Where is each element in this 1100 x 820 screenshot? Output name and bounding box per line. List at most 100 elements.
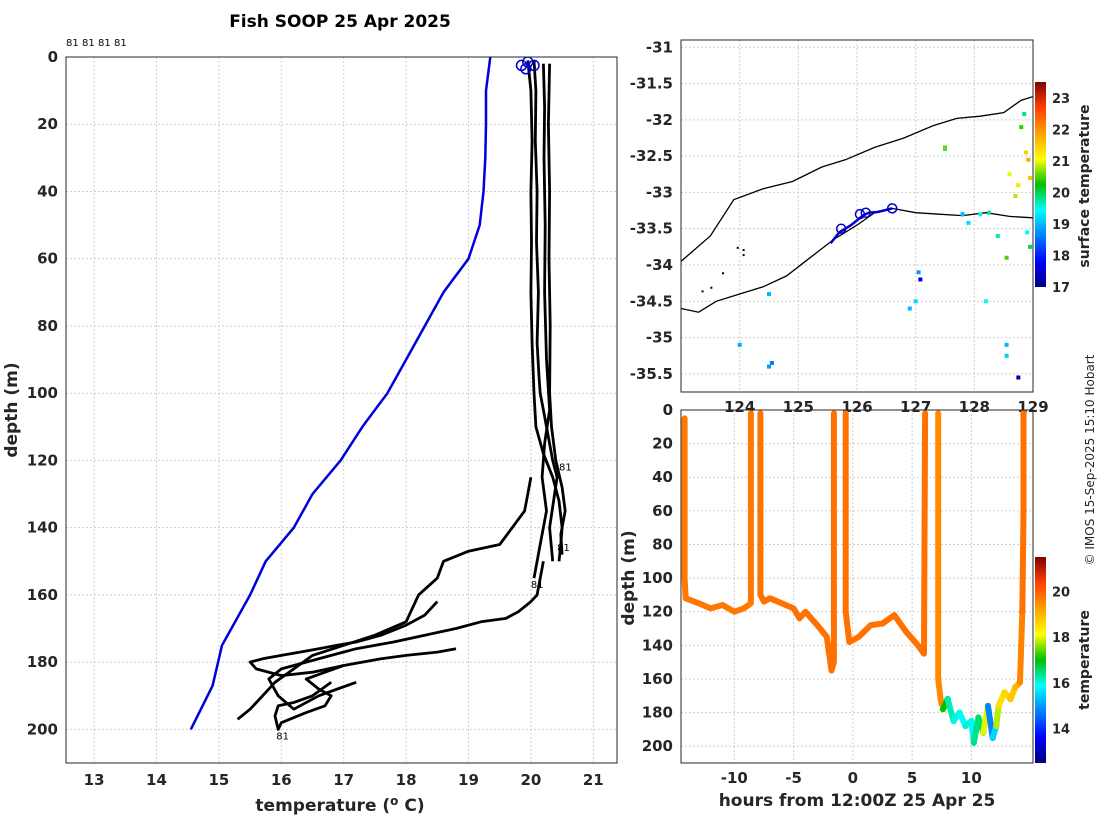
sst-point — [943, 145, 947, 150]
y-tick-label: -32 — [646, 111, 673, 129]
x-tick-label: 20 — [520, 771, 541, 789]
map-colorbar-label: surface temperature — [1077, 104, 1093, 267]
sst-point — [1004, 353, 1009, 358]
x-tick-label: -10 — [721, 769, 748, 787]
y-tick-label: 200 — [27, 720, 58, 738]
y-tick-label: 80 — [652, 535, 673, 553]
series-profile-deep-3 — [248, 600, 457, 677]
coast-fragment — [701, 290, 704, 293]
y-tick-label: 140 — [642, 636, 673, 654]
credit-text: © IMOS 15-Sep-2025 15:10 Hobart — [1083, 354, 1097, 565]
profile-top-label: 81 — [82, 38, 95, 49]
x-tick-label: 0 — [848, 769, 858, 787]
sst-point — [1013, 194, 1018, 199]
timeseries-xlabel: hours from 12:00Z 25 Apr 25 — [719, 791, 996, 811]
x-tick-label: 21 — [583, 771, 604, 789]
y-tick-label: 180 — [27, 653, 58, 671]
y-tick-label: 160 — [642, 670, 673, 688]
sst-point — [1019, 125, 1024, 130]
colorbar-tick-label: 18 — [1052, 249, 1070, 264]
sst-point — [984, 299, 989, 304]
y-tick-label: 60 — [37, 250, 58, 268]
y-tick-label: 40 — [652, 468, 673, 486]
x-tick-label: 125 — [783, 398, 814, 416]
colorbar-tick-label: 21 — [1052, 155, 1070, 170]
profile-chart: Fish SOOP 25 Apr 2025 13 14 15 16 17 18 19 20 21… — [2, 12, 618, 816]
y-tick-label: 0 — [48, 48, 58, 66]
profile-top-label: 81 — [114, 38, 127, 49]
colorbar-tick-label: 14 — [1052, 723, 1070, 738]
sst-point — [1025, 230, 1030, 235]
sst-point — [1016, 183, 1021, 188]
y-tick-label: -34 — [646, 256, 673, 274]
profile-top-label: 81 — [66, 38, 79, 49]
y-tick-label: 100 — [642, 569, 673, 587]
coast-fragment — [742, 254, 745, 257]
y-tick-label: -31 — [646, 38, 673, 56]
colorbar-tick-label: 19 — [1052, 218, 1070, 233]
timeseries-ylabel: depth (m) — [619, 530, 639, 625]
y-tick-label: 120 — [642, 603, 673, 621]
series-profile-upper-1 — [532, 60, 559, 562]
colorbar-tick-label: 20 — [1052, 585, 1070, 600]
colorbar-tick-label: 20 — [1052, 186, 1070, 201]
colorbar-tick-label: 23 — [1052, 92, 1070, 107]
y-tick-label: 100 — [27, 384, 58, 402]
timeseries-colorbar — [1035, 557, 1046, 763]
chart-title: Fish SOOP 25 Apr 2025 — [229, 12, 451, 32]
sst-point — [767, 292, 771, 297]
y-tick-label: 160 — [27, 586, 58, 604]
x-tick-label: 126 — [841, 398, 872, 416]
sst-point — [1016, 375, 1021, 380]
coast-fragment — [722, 272, 725, 275]
y-tick-label: 180 — [642, 704, 673, 722]
coastline — [681, 95, 1033, 262]
depth-trace-segment — [993, 702, 1002, 730]
y-tick-label: 120 — [27, 451, 58, 469]
map-chart: 124 125 126 127 128 129-31-31.5-32-32.5-33-33… — [630, 38, 1093, 416]
y-tick-label: -31.5 — [630, 75, 673, 93]
sst-point — [987, 210, 991, 215]
series-profile-deep-2 — [267, 561, 545, 711]
depth-trace-segment — [1019, 507, 1027, 615]
track-marker — [886, 203, 898, 214]
depth-trace — [681, 410, 754, 615]
x-tick-label: 10 — [961, 769, 982, 787]
y-tick-label: 80 — [37, 317, 58, 335]
x-tick-label: -5 — [785, 769, 802, 787]
sst-point — [907, 306, 912, 311]
x-tick-label: 15 — [208, 771, 229, 789]
colorbar-tick-label: 22 — [1052, 123, 1070, 138]
track-marker — [860, 207, 872, 218]
sst-point — [1004, 342, 1009, 347]
x-tick-label: 124 — [724, 398, 755, 416]
sst-point — [913, 299, 918, 304]
y-tick-label: 20 — [37, 115, 58, 133]
y-tick-label: -32.5 — [630, 147, 673, 165]
depth-trace — [935, 410, 945, 708]
y-tick-label: 20 — [652, 435, 673, 453]
y-tick-label: -33 — [646, 183, 673, 201]
x-tick-label: 5 — [907, 769, 917, 787]
y-tick-label: 0 — [663, 401, 673, 419]
ship-track — [829, 207, 893, 244]
sst-point — [960, 212, 965, 217]
sst-point — [1022, 112, 1027, 117]
sst-point — [1023, 150, 1028, 155]
sst-point — [918, 277, 923, 282]
depth-trace — [757, 410, 837, 674]
y-tick-label: 140 — [27, 519, 58, 537]
map-colorbar — [1035, 82, 1046, 287]
colorbar-tick-label: 18 — [1052, 631, 1070, 646]
y-tick-label: -34.5 — [630, 292, 673, 310]
profile-point-label: 81 — [557, 543, 570, 554]
coast-fragment — [742, 249, 745, 252]
sst-point — [978, 212, 983, 217]
profile-point-label: 81 — [559, 463, 572, 474]
sst-point — [995, 233, 1000, 238]
sst-point — [769, 360, 774, 365]
profile-point-label: 81 — [276, 731, 289, 742]
series-profile-upper-4 — [547, 63, 567, 555]
track-marker — [854, 208, 866, 220]
